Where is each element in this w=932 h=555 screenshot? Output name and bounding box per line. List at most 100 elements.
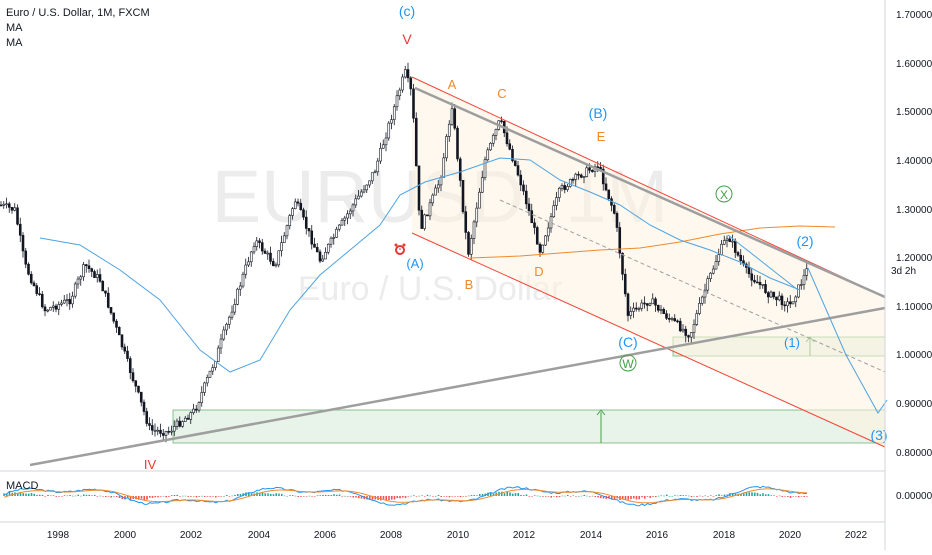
wave-label-3[interactable]: (3) [870, 427, 887, 443]
macd-histogram-bar [481, 493, 484, 496]
macd-histogram-bar [778, 495, 781, 497]
macd-histogram-bar [734, 493, 737, 496]
candle-body [508, 143, 512, 150]
descending-channel-fill [412, 77, 885, 447]
macd-signal-line[interactable] [3, 488, 808, 504]
macd-histogram-bar [239, 493, 242, 496]
wave-label-iv[interactable]: IV [144, 457, 157, 472]
time-axis[interactable]: 1998 2000 2002 2004 2006 2008 2010 2012 … [47, 530, 868, 541]
macd-histogram-bar [41, 494, 44, 496]
wave-label-a[interactable]: A [448, 77, 457, 92]
forecast-path[interactable] [807, 267, 888, 414]
channel-lower-line[interactable] [411, 232, 886, 448]
price-tick: 0.80000 [896, 448, 932, 459]
candle-body [491, 135, 495, 144]
wave-label-c[interactable]: C [497, 86, 506, 101]
candle-body [379, 147, 382, 162]
macd-histogram-bar [484, 493, 487, 496]
candle-body [101, 280, 105, 292]
macd-histogram-bar [184, 495, 187, 497]
lower-support-zone[interactable] [172, 409, 886, 444]
wave-label-x[interactable]: X [720, 188, 728, 202]
candle-body [687, 335, 690, 338]
indicator-ma-1[interactable]: MA [6, 22, 23, 34]
macd-histogram-bar [113, 496, 115, 497]
candle-body [555, 197, 558, 206]
moving-average-orange-line[interactable] [469, 225, 836, 259]
candle-body [398, 89, 402, 97]
macd-histogram-bar [525, 494, 528, 496]
wave-label-2[interactable]: (2) [796, 233, 813, 249]
macd-histogram-bar [421, 495, 423, 497]
candle-body [68, 299, 72, 305]
candle-body [585, 167, 589, 177]
candle-body [370, 172, 374, 182]
wave-label-b-upper[interactable]: (B) [589, 105, 608, 121]
macd-histogram-bar [454, 496, 456, 497]
moving-average-blue-line[interactable] [39, 157, 801, 373]
macd-histogram-bar [107, 496, 110, 497]
candle-body [170, 430, 173, 433]
candle-body [436, 184, 440, 189]
macd-histogram-bar [740, 493, 742, 496]
macd-histogram-bar [687, 495, 690, 497]
macd-histogram-bar [635, 496, 638, 500]
macd-histogram-bar [511, 493, 514, 496]
macd-histogram-bar [594, 496, 597, 497]
macd-histogram-bar [704, 495, 707, 497]
candle-body [533, 222, 536, 228]
macd-histogram-bar [668, 495, 671, 497]
candle-body [458, 158, 462, 181]
wave-label-v[interactable]: V [402, 31, 412, 47]
resistance-trendline[interactable] [414, 86, 886, 299]
candle-body [351, 204, 355, 212]
wave-label-c-top[interactable]: (c) [399, 3, 415, 19]
wave-label-w[interactable]: W [622, 357, 634, 371]
macd-histogram-bar [275, 493, 278, 496]
macd-histogram-bar [654, 496, 657, 498]
wave-label-e[interactable]: E [597, 129, 606, 144]
channel-midline[interactable] [499, 199, 886, 373]
candle-body [38, 293, 41, 295]
long-term-support-trendline[interactable] [29, 306, 886, 467]
macd-histogram-bar [187, 496, 190, 497]
candle-body [137, 385, 140, 393]
candle-body [175, 420, 179, 427]
macd-indicator-label[interactable]: MACD [6, 480, 39, 492]
channel-upper-line[interactable] [411, 76, 886, 298]
macd-histogram-bar [649, 496, 652, 498]
price-tick: 1.00000 [896, 350, 932, 361]
candle-body [802, 275, 806, 285]
candle-body [549, 216, 553, 229]
wave-label-1[interactable]: (1) [784, 335, 800, 350]
wave-label-b[interactable]: B [465, 277, 474, 292]
candle-body [120, 334, 124, 348]
candle-body [79, 276, 83, 280]
symbol-title[interactable]: Euro / U.S. Dollar, 1M, FXCM [6, 7, 150, 19]
candle-body [717, 254, 721, 262]
alarm-clock-icon[interactable] [394, 243, 406, 256]
candle-body [203, 382, 206, 393]
wave-label-d[interactable]: D [534, 264, 543, 279]
macd-histogram-bar [770, 495, 773, 496]
candle-body [145, 411, 149, 424]
candle-body [293, 201, 297, 209]
macd-histogram-bar [231, 495, 234, 497]
macd-histogram-bar [720, 495, 723, 496]
wave-label-a-lower[interactable]: (A) [406, 256, 423, 271]
candlestick-series[interactable] [0, 62, 809, 443]
indicator-ma-2[interactable]: MA [6, 37, 23, 49]
wave-label-c-lower[interactable]: (C) [618, 334, 637, 350]
time-tick: 2020 [779, 530, 802, 541]
macd-histogram-bar [632, 496, 635, 499]
macd-histogram-bar [129, 496, 132, 500]
macd-histogram-bar [96, 496, 99, 497]
price-axis[interactable]: 1.70000 1.60000 1.50000 1.40000 1.30000 … [896, 10, 932, 502]
candle-body [65, 299, 69, 301]
macd-histogram-bar [223, 495, 225, 497]
macd-histogram-bar [234, 494, 236, 496]
macd-histogram-bar [393, 496, 396, 500]
candle-body [769, 291, 773, 298]
macd-histogram-bar [657, 495, 660, 497]
